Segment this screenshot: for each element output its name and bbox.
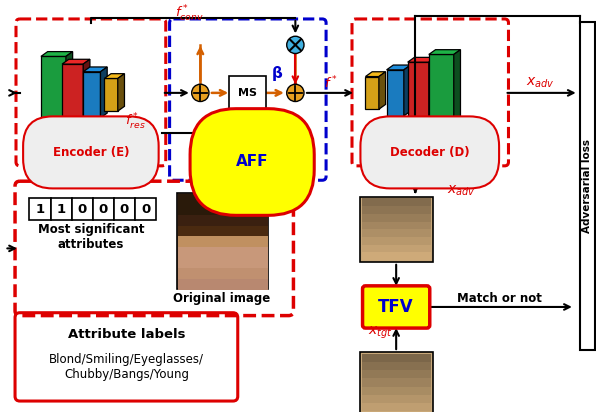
Bar bbox=[83, 72, 100, 118]
Bar bbox=[178, 258, 268, 268]
Circle shape bbox=[253, 125, 271, 142]
Bar bbox=[41, 56, 66, 133]
Text: 1: 1 bbox=[57, 202, 66, 215]
Text: MS: MS bbox=[238, 88, 257, 98]
Bar bbox=[114, 199, 135, 220]
Bar bbox=[178, 236, 268, 247]
FancyBboxPatch shape bbox=[579, 22, 595, 350]
Text: Adversarial loss: Adversarial loss bbox=[582, 139, 592, 233]
Text: Match or not: Match or not bbox=[457, 292, 542, 305]
Bar bbox=[362, 244, 430, 252]
Bar bbox=[178, 215, 268, 226]
Text: Original image: Original image bbox=[173, 292, 270, 305]
Polygon shape bbox=[408, 58, 435, 62]
Bar bbox=[429, 55, 454, 131]
Bar bbox=[93, 199, 114, 220]
Bar bbox=[178, 279, 268, 290]
Bar bbox=[362, 252, 430, 260]
Bar bbox=[105, 79, 118, 111]
Bar bbox=[362, 229, 430, 237]
Text: 0: 0 bbox=[78, 202, 87, 215]
Bar bbox=[29, 199, 50, 220]
Text: 1: 1 bbox=[35, 202, 44, 215]
Polygon shape bbox=[105, 74, 125, 79]
Bar bbox=[135, 199, 156, 220]
Polygon shape bbox=[429, 50, 460, 55]
Circle shape bbox=[287, 36, 304, 53]
Polygon shape bbox=[62, 59, 90, 64]
Bar bbox=[365, 76, 379, 109]
Polygon shape bbox=[387, 65, 410, 70]
Bar bbox=[178, 226, 268, 236]
Bar bbox=[362, 354, 430, 362]
Bar bbox=[362, 378, 430, 387]
Text: TFV: TFV bbox=[378, 298, 414, 316]
Polygon shape bbox=[41, 52, 72, 56]
Bar bbox=[362, 221, 430, 229]
Bar bbox=[362, 214, 430, 221]
Text: AFF: AFF bbox=[236, 155, 268, 170]
Text: $f^*_{conv}$: $f^*_{conv}$ bbox=[175, 4, 204, 24]
Polygon shape bbox=[66, 52, 72, 133]
Text: $f^*_{res}$: $f^*_{res}$ bbox=[125, 112, 145, 132]
Polygon shape bbox=[454, 50, 460, 131]
Bar bbox=[178, 247, 268, 258]
Text: 0: 0 bbox=[120, 202, 129, 215]
Bar bbox=[362, 411, 430, 419]
Text: Most significant
attributes: Most significant attributes bbox=[38, 223, 144, 251]
Text: $x_{tgt}$: $x_{tgt}$ bbox=[367, 325, 392, 341]
Bar bbox=[362, 387, 430, 395]
Polygon shape bbox=[118, 74, 125, 111]
Circle shape bbox=[192, 84, 209, 102]
Polygon shape bbox=[83, 59, 90, 126]
Text: β: β bbox=[272, 66, 283, 81]
Bar bbox=[362, 206, 430, 214]
Bar bbox=[362, 403, 430, 411]
FancyBboxPatch shape bbox=[360, 197, 433, 262]
Text: 0: 0 bbox=[141, 202, 150, 215]
Text: Blond/Smiling/Eyeglasses/
Chubby/Bangs/Young: Blond/Smiling/Eyeglasses/ Chubby/Bangs/Y… bbox=[49, 354, 204, 381]
Circle shape bbox=[287, 84, 304, 102]
Bar bbox=[362, 237, 430, 244]
Bar bbox=[408, 62, 429, 123]
Polygon shape bbox=[429, 58, 435, 123]
FancyBboxPatch shape bbox=[362, 286, 430, 328]
Bar bbox=[178, 193, 269, 289]
FancyBboxPatch shape bbox=[360, 352, 433, 420]
Polygon shape bbox=[379, 72, 385, 109]
Bar bbox=[362, 199, 430, 206]
Text: $f^*$: $f^*$ bbox=[324, 75, 338, 92]
Polygon shape bbox=[404, 65, 410, 116]
Text: Attribute labels: Attribute labels bbox=[67, 328, 185, 341]
Bar bbox=[50, 199, 72, 220]
Text: $x_{adv}$: $x_{adv}$ bbox=[447, 184, 475, 198]
FancyBboxPatch shape bbox=[229, 76, 266, 110]
Bar bbox=[72, 199, 93, 220]
Bar bbox=[178, 268, 268, 279]
Bar bbox=[362, 370, 430, 378]
Text: Decoder (D): Decoder (D) bbox=[390, 146, 469, 159]
Bar bbox=[62, 64, 83, 126]
Text: $x_{adv}$: $x_{adv}$ bbox=[526, 76, 554, 90]
Text: Encoder (E): Encoder (E) bbox=[53, 146, 129, 159]
Bar bbox=[362, 395, 430, 403]
Polygon shape bbox=[83, 67, 107, 72]
Bar bbox=[362, 362, 430, 370]
Bar bbox=[178, 205, 268, 215]
Bar bbox=[178, 194, 268, 205]
Polygon shape bbox=[100, 67, 107, 118]
Text: 0: 0 bbox=[98, 202, 108, 215]
Bar bbox=[387, 70, 404, 116]
Polygon shape bbox=[365, 72, 385, 76]
